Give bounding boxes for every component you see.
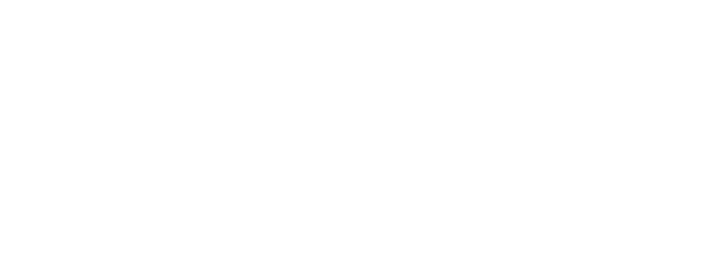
Text: c: c	[496, 243, 505, 258]
Text: b: b	[254, 243, 265, 258]
Text: a: a	[12, 243, 22, 258]
